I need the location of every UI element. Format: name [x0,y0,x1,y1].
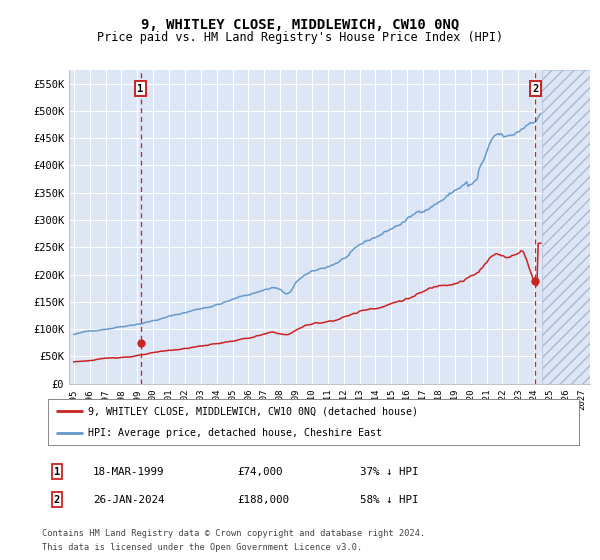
Text: 2: 2 [532,84,538,94]
Bar [542,70,590,384]
Text: £188,000: £188,000 [237,494,289,505]
Text: 18-MAR-1999: 18-MAR-1999 [93,466,164,477]
Text: Price paid vs. HM Land Registry's House Price Index (HPI): Price paid vs. HM Land Registry's House … [97,31,503,44]
Text: Contains HM Land Registry data © Crown copyright and database right 2024.: Contains HM Land Registry data © Crown c… [42,529,425,538]
Text: £74,000: £74,000 [237,466,283,477]
Text: 37% ↓ HPI: 37% ↓ HPI [360,466,419,477]
Text: This data is licensed under the Open Government Licence v3.0.: This data is licensed under the Open Gov… [42,543,362,552]
Text: 26-JAN-2024: 26-JAN-2024 [93,494,164,505]
Text: 1: 1 [54,466,60,477]
Text: HPI: Average price, detached house, Cheshire East: HPI: Average price, detached house, Ches… [88,428,382,438]
Text: 2: 2 [54,494,60,505]
Text: 9, WHITLEY CLOSE, MIDDLEWICH, CW10 0NQ: 9, WHITLEY CLOSE, MIDDLEWICH, CW10 0NQ [141,18,459,32]
Text: 9, WHITLEY CLOSE, MIDDLEWICH, CW10 0NQ (detached house): 9, WHITLEY CLOSE, MIDDLEWICH, CW10 0NQ (… [88,406,418,416]
Text: 1: 1 [137,84,144,94]
Bar [542,70,590,384]
Text: 58% ↓ HPI: 58% ↓ HPI [360,494,419,505]
